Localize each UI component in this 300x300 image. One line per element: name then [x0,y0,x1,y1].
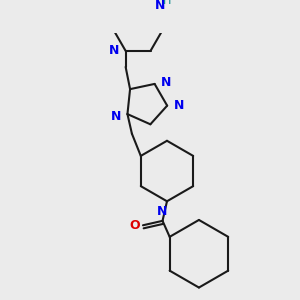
Text: N: N [111,110,121,123]
Text: N: N [157,205,167,218]
Text: N: N [161,76,171,88]
Text: N: N [173,99,184,112]
Text: H: H [163,0,171,6]
Text: N: N [109,44,119,57]
Text: O: O [130,219,140,232]
Text: N: N [155,0,165,12]
